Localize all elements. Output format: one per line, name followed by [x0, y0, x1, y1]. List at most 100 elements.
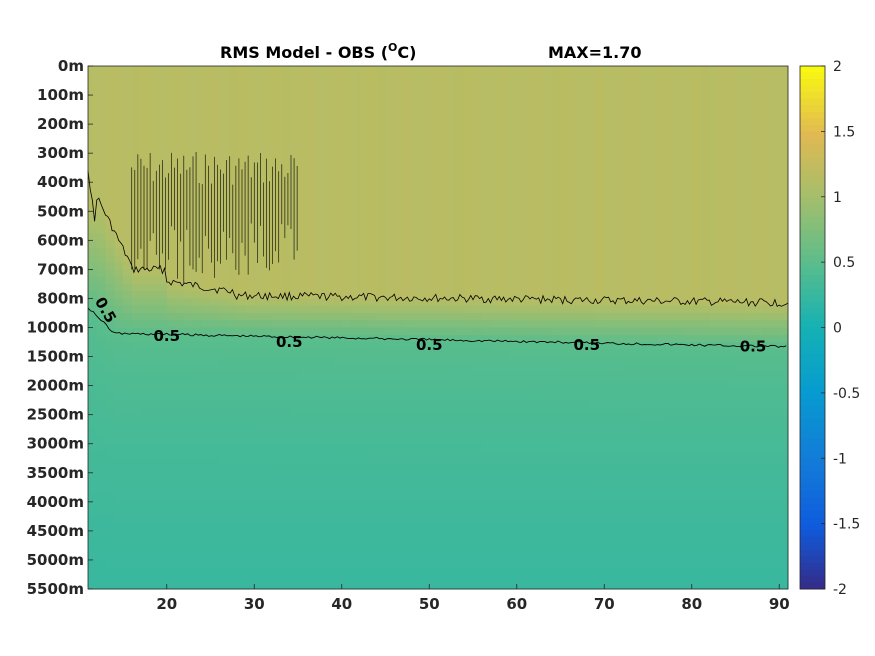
- heatmap-cell: [429, 501, 439, 510]
- heatmap-cell: [534, 87, 544, 96]
- heatmap-cell: [656, 385, 667, 394]
- heatmap-cell: [621, 276, 632, 285]
- heatmap-cell: [499, 487, 509, 496]
- heatmap-cell: [88, 465, 98, 474]
- heatmap-cell: [131, 174, 142, 183]
- heatmap-cell: [140, 414, 150, 423]
- heatmap-cell: [385, 480, 395, 488]
- heatmap-cell: [219, 523, 229, 532]
- heatmap-cell: [114, 109, 124, 118]
- heatmap-cell: [534, 487, 544, 496]
- heatmap-cell: [464, 298, 474, 307]
- heatmap-cell: [411, 363, 422, 372]
- heatmap-cell: [411, 450, 422, 459]
- heatmap-cell: [131, 283, 142, 292]
- heatmap-cell: [175, 436, 185, 445]
- heatmap-cell: [473, 443, 483, 452]
- heatmap-cell: [158, 538, 168, 547]
- heatmap-cell: [236, 574, 247, 583]
- heatmap-cell: [411, 378, 422, 387]
- heatmap-cell: [280, 254, 290, 263]
- heatmap-cell: [639, 523, 649, 532]
- heatmap-cell: [306, 581, 317, 590]
- heatmap-cell: [368, 327, 378, 336]
- heatmap-cell: [114, 305, 124, 314]
- heatmap-cell: [525, 552, 535, 561]
- heatmap-cell: [648, 458, 658, 467]
- heatmap-cell: [140, 465, 150, 474]
- heatmap-cell: [534, 363, 544, 372]
- heatmap-cell: [674, 371, 684, 379]
- heatmap-cell: [516, 291, 527, 300]
- heatmap-cell: [114, 385, 124, 394]
- heatmap-cell: [315, 494, 325, 503]
- heatmap-cell: [193, 342, 203, 350]
- heatmap-cell: [359, 211, 369, 220]
- heatmap-cell: [639, 567, 649, 576]
- heatmap-cell: [315, 378, 325, 387]
- heatmap-cell: [368, 472, 378, 481]
- heatmap-cell: [210, 298, 220, 307]
- heatmap-cell: [403, 509, 413, 517]
- heatmap-cell: [228, 276, 238, 285]
- heatmap-cell: [236, 218, 247, 227]
- heatmap-cell: [543, 567, 553, 576]
- heatmap-cell: [420, 233, 430, 241]
- heatmap-cell: [420, 327, 430, 336]
- heatmap-cell: [201, 552, 212, 561]
- heatmap-cell: [630, 480, 640, 488]
- heatmap-cell: [639, 131, 649, 140]
- heatmap-cell: [114, 174, 124, 183]
- heatmap-cell: [446, 385, 457, 394]
- heatmap-cell: [315, 276, 325, 285]
- heatmap-cell: [481, 174, 492, 183]
- heatmap-cell: [306, 87, 317, 96]
- heatmap-cell: [359, 429, 369, 438]
- heatmap-cell: [236, 559, 247, 568]
- heatmap-cell: [149, 559, 159, 568]
- heatmap-cell: [394, 436, 404, 445]
- heatmap-cell: [665, 371, 675, 379]
- heatmap-cell: [341, 145, 352, 154]
- heatmap-cell: [96, 298, 107, 307]
- heatmap-cell: [499, 73, 509, 82]
- heatmap-cell: [114, 400, 124, 408]
- heatmap-cell: [595, 487, 605, 496]
- heatmap-cell: [368, 131, 378, 140]
- heatmap-cell: [263, 472, 273, 481]
- heatmap-cell: [193, 131, 203, 140]
- heatmap-cell: [131, 581, 142, 590]
- heatmap-cell: [193, 371, 203, 379]
- heatmap-cell: [534, 131, 544, 140]
- heatmap-cell: [228, 342, 238, 350]
- heatmap-cell: [595, 465, 605, 474]
- heatmap-cell: [175, 429, 185, 438]
- heatmap-cell: [254, 87, 264, 96]
- heatmap-cell: [621, 225, 632, 234]
- heatmap-cell: [525, 66, 535, 74]
- heatmap-cell: [569, 545, 579, 554]
- heatmap-cell: [630, 559, 640, 568]
- heatmap-cell: [429, 509, 439, 517]
- heatmap-cell: [324, 211, 334, 220]
- heatmap-cell: [411, 102, 422, 111]
- heatmap-cell: [289, 95, 299, 103]
- heatmap-cell: [140, 233, 150, 241]
- heatmap-cell: [621, 131, 632, 140]
- heatmap-cell: [683, 378, 693, 387]
- heatmap-cell: [420, 312, 430, 321]
- heatmap-cell: [298, 480, 308, 488]
- heatmap-cell: [464, 182, 474, 191]
- heatmap-cell: [385, 116, 395, 125]
- heatmap-cell: [385, 225, 395, 234]
- heatmap-cell: [604, 472, 614, 481]
- heatmap-cell: [411, 211, 422, 220]
- heatmap-cell: [341, 465, 352, 474]
- heatmap-cell: [656, 407, 667, 416]
- heatmap-cell: [193, 349, 203, 358]
- heatmap-cell: [648, 552, 658, 561]
- heatmap-cell: [131, 567, 142, 576]
- heatmap-cell: [481, 109, 492, 118]
- heatmap-cell: [175, 356, 185, 365]
- heatmap-cell: [341, 276, 352, 285]
